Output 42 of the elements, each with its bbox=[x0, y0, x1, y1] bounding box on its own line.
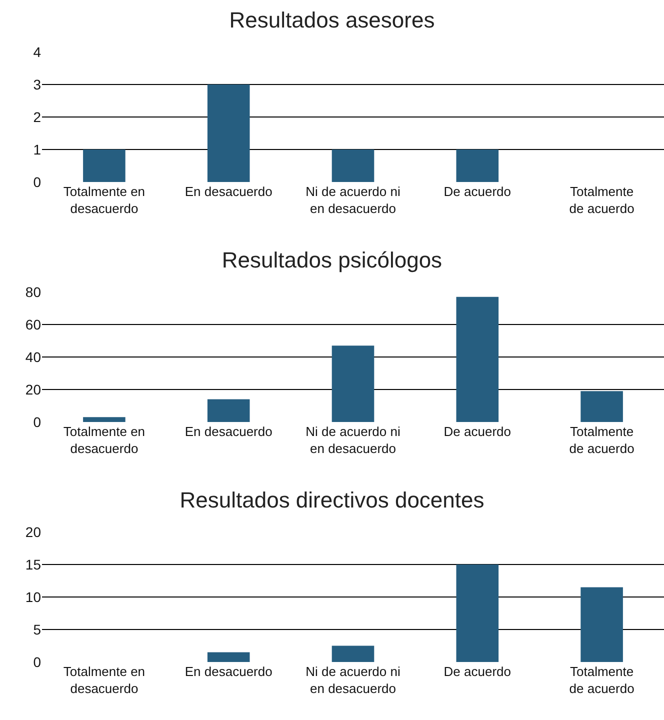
y-tick-label: 0 bbox=[33, 414, 42, 430]
chart-title: Resultados psicólogos bbox=[222, 247, 442, 272]
y-tick-label: 2 bbox=[33, 108, 42, 125]
x-tick-label: De acuerdo bbox=[444, 664, 512, 679]
x-tick-label: Ni de acuerdo ni en desacuerdo bbox=[306, 184, 400, 216]
x-tick-label: Totalmente en desacuerdo bbox=[63, 664, 146, 696]
bar bbox=[207, 399, 250, 422]
chart-title: Resultados asesores bbox=[229, 7, 435, 32]
x-tick-label: Totalmente en desacuerdo bbox=[63, 184, 146, 216]
x-tick-label: Totalmente de acuerdo bbox=[569, 184, 634, 216]
x-tick-label: De acuerdo bbox=[444, 184, 512, 199]
bar bbox=[580, 587, 623, 662]
bar bbox=[83, 417, 126, 422]
bar bbox=[456, 564, 499, 662]
x-tick-label: Ni de acuerdo ni en desacuerdo bbox=[306, 424, 400, 456]
y-tick-label: 20 bbox=[25, 381, 42, 398]
chart-title: Resultados directivos docentes bbox=[180, 487, 484, 512]
y-tick-label: 4 bbox=[33, 44, 42, 60]
bar bbox=[332, 646, 374, 662]
bar bbox=[580, 391, 623, 422]
x-tick-label: En desacuerdo bbox=[184, 184, 272, 199]
x-tick-label: Totalmente en desacuerdo bbox=[63, 424, 146, 456]
y-tick-label: 10 bbox=[25, 588, 42, 605]
y-tick-label: 60 bbox=[25, 316, 42, 332]
y-tick-label: 20 bbox=[25, 524, 42, 540]
y-tick-label: 0 bbox=[33, 174, 42, 190]
y-tick-label: 80 bbox=[25, 284, 42, 300]
bar bbox=[332, 346, 374, 422]
y-tick-label: 40 bbox=[25, 348, 42, 365]
y-tick-label: 3 bbox=[33, 76, 42, 92]
bar bbox=[456, 296, 499, 422]
y-tick-label: 0 bbox=[33, 654, 42, 670]
x-tick-label: Ni de acuerdo ni en desacuerdo bbox=[306, 664, 400, 696]
bar bbox=[207, 652, 250, 662]
y-tick-label: 1 bbox=[33, 141, 42, 158]
x-tick-label: De acuerdo bbox=[444, 424, 512, 439]
y-tick-label: 15 bbox=[25, 556, 42, 572]
x-tick-label: Totalmente de acuerdo bbox=[569, 424, 634, 456]
x-tick-label: En desacuerdo bbox=[184, 424, 272, 439]
y-tick-label: 5 bbox=[33, 621, 42, 638]
x-tick-label: En desacuerdo bbox=[184, 664, 272, 679]
x-tick-label: Totalmente de acuerdo bbox=[569, 664, 634, 696]
